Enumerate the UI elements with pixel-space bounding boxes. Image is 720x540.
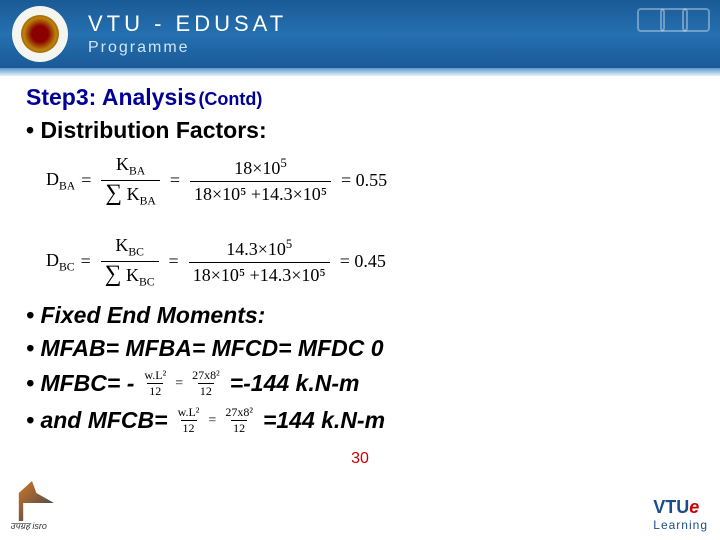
formula-dbc: DBC = KBC ∑ KBC = 14.3×105 18×10⁵ +14.3×… xyxy=(46,235,694,288)
page-number: 30 xyxy=(26,450,694,468)
header-decoration xyxy=(647,8,710,37)
slide-content: Step3: Analysis(Contd) • Distribution Fa… xyxy=(0,76,720,468)
mfab-line: • MFAB= MFBA= MFCD= MFDC 0 xyxy=(26,335,694,362)
fixed-moments-heading: • Fixed End Moments: xyxy=(26,302,694,329)
header-subtitle: Programme xyxy=(88,39,287,57)
vtu-logo xyxy=(12,6,68,62)
footer-brand: VTU xyxy=(653,497,689,517)
step-label: Step3: Analysis xyxy=(26,84,196,110)
footer-e: e xyxy=(689,497,699,517)
mfcb-line: • and MFCB= w.L² 12 = 27x8² 12 =144 k.N-… xyxy=(26,405,694,436)
formula-dba: DBA = KBA ∑ KBA = 18×105 18×10⁵ +14.3×10… xyxy=(46,154,694,207)
dist-factors-heading: • Distribution Factors: xyxy=(26,117,694,144)
footer-left-text: उपग्रह isro xyxy=(10,519,54,532)
footer-left-logo: उपग्रह isro xyxy=(10,481,54,532)
footer-right-brand: VTUe Learning xyxy=(653,497,708,532)
inline-formula-mfbc: w.L² 12 = 27x8² 12 xyxy=(138,368,225,399)
header-bar: VTU - EDUSAT Programme xyxy=(0,0,720,68)
inline-formula-mfcb: w.L² 12 = 27x8² 12 xyxy=(172,405,259,436)
mfbc-line: • MFBC= - w.L² 12 = 27x8² 12 =-144 k.N-m xyxy=(26,368,694,399)
footer-learning: Learning xyxy=(653,518,708,532)
header-text-block: VTU - EDUSAT Programme xyxy=(88,11,287,57)
step-title: Step3: Analysis(Contd) xyxy=(26,84,694,111)
sub-header-gradient xyxy=(0,68,720,76)
step-contd: (Contd) xyxy=(198,89,262,109)
isro-icon xyxy=(10,481,54,521)
header-title: VTU - EDUSAT xyxy=(88,11,287,37)
